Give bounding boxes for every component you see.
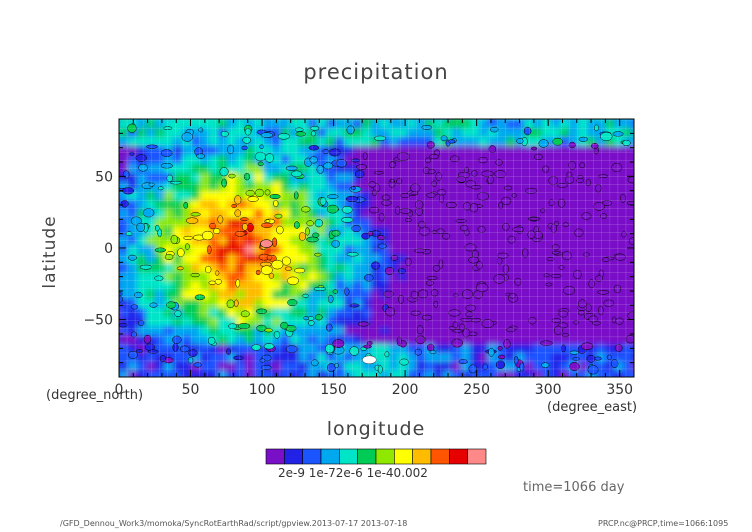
colorbar-swatch (467, 448, 487, 465)
colorbar: 2e-9 1e-72e-6 1e-40.002 (265, 448, 487, 480)
plot-grid (119, 119, 634, 377)
colorbar-swatch (302, 448, 322, 465)
x-axis-units: (degree_east) (547, 400, 638, 415)
x-tick-label: 300 (535, 382, 562, 398)
x-tick-label: 200 (392, 382, 419, 398)
y-tick-label: 0 (104, 241, 113, 257)
colorbar-swatch (430, 448, 450, 465)
colorbar-swatch (449, 448, 468, 465)
footer-data-file: PRCP.nc@PRCP,time=1066:1095 (598, 519, 729, 528)
time-annotation: time=1066 day (523, 480, 625, 495)
x-tick-label: 0 (115, 382, 124, 398)
y-tick-label: 50 (95, 169, 113, 185)
x-tick-label: 100 (249, 382, 276, 398)
y-axis-units: (degree_north) (46, 388, 144, 403)
colorbar-swatch (265, 448, 285, 465)
x-tick-label: 250 (463, 382, 490, 398)
x-axis-label: longitude (326, 418, 426, 440)
colorbar-swatch (412, 448, 432, 465)
polar-patch (362, 355, 377, 364)
chart-title: precipitation (303, 60, 449, 84)
colorbar-swatch (339, 448, 358, 465)
x-tick-label: 50 (182, 382, 200, 398)
colorbar-swatch (394, 448, 413, 465)
field-speckles (119, 123, 634, 375)
colorbar-swatch (320, 448, 340, 465)
colorbar-swatch (284, 448, 303, 465)
x-tick-label: 150 (320, 382, 347, 398)
field-raster (119, 119, 634, 377)
y-tick-label: −50 (83, 313, 113, 329)
precipitation-field (119, 119, 634, 377)
colorbar-swatch (357, 448, 377, 465)
x-tick-label: 350 (606, 382, 633, 398)
axes: 0 50 100 150 200 250 300 350 50 0 −50 (83, 119, 634, 398)
max-spot (260, 239, 273, 248)
footer-script-path: /GFD_Dennou_Work3/momoka/SyncRotEarthRad… (60, 519, 408, 528)
colorbar-labels: 2e-9 1e-72e-6 1e-40.002 (278, 466, 428, 480)
colorbar-swatch (375, 448, 395, 465)
